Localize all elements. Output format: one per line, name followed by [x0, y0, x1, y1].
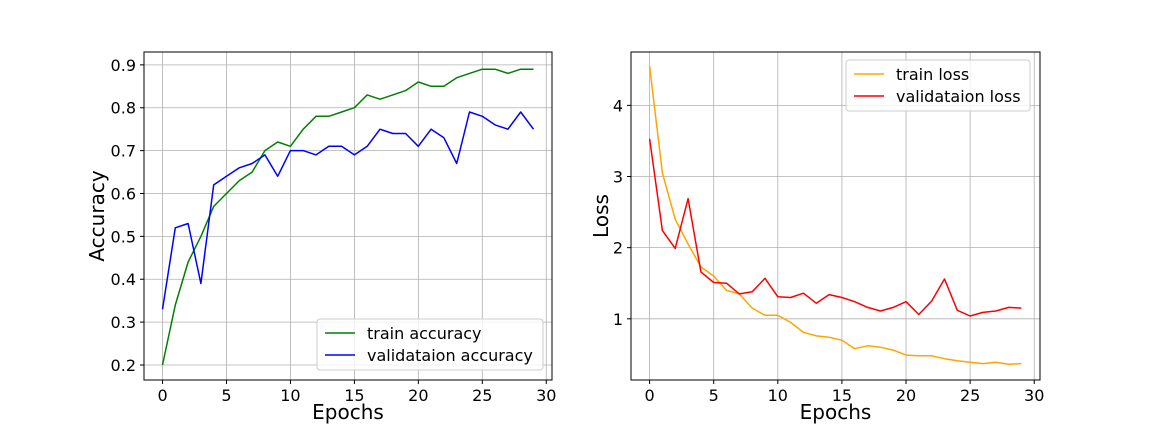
series-line-validataion-loss: [648, 138, 1022, 317]
y-tick-label: 0.5: [111, 227, 136, 246]
x-tick-label: 15: [832, 386, 852, 405]
legend-entry: validataion loss: [896, 87, 1021, 106]
y-tick-label: 3: [613, 168, 623, 187]
x-tick-label: 0: [644, 386, 654, 405]
series-line-validataion-accuracy: [161, 111, 535, 310]
x-tick-label: 30: [536, 386, 556, 405]
y-tick-label: 0.7: [111, 142, 136, 161]
x-tick-label: 10: [768, 386, 788, 405]
x-axis-label: Epochs: [800, 400, 872, 424]
x-tick-label: 20: [896, 386, 916, 405]
loss-chart: 0 5 10 15 20 25 30 1 2 3 4 Epochs Loss train loss vali…: [589, 51, 1044, 424]
y-tick-label: 0.3: [111, 313, 136, 332]
legend-entry: train accuracy: [367, 324, 482, 343]
accuracy-chart: 0 5 10 15 20 25 30 0.2 0.3 0.4 0.5 0.6 0.7 0.8 0.9 Epoc…: [85, 51, 556, 424]
x-tick-label: 15: [344, 386, 364, 405]
x-tick-label: 30: [1024, 386, 1044, 405]
x-axis-label: Epochs: [312, 400, 384, 424]
y-tick-label: 0.4: [111, 270, 136, 289]
y-tick-label: 0.8: [111, 99, 136, 118]
x-tick-label: 25: [960, 386, 980, 405]
legend-entry: validataion accuracy: [367, 346, 533, 365]
x-tick-label: 5: [709, 386, 719, 405]
y-tick-label: 0.2: [111, 356, 136, 375]
legend-box: [316, 318, 544, 371]
x-tick-label: 10: [280, 386, 300, 405]
x-tick-label: 20: [408, 386, 428, 405]
y-axis-label: Loss: [589, 194, 613, 238]
legend: train loss validataion loss: [845, 59, 1031, 112]
y-tick-label: 2: [613, 239, 623, 258]
y-tick-label: 0.9: [111, 56, 136, 75]
legend-box: [845, 59, 1031, 112]
x-tick-label: 0: [157, 386, 167, 405]
legend-entry: train loss: [896, 65, 969, 84]
series-line-train-accuracy: [161, 68, 534, 366]
legend: train accuracy validataion accuracy: [316, 318, 544, 371]
plot-frame: [630, 51, 1041, 381]
x-tick-label: 25: [472, 386, 492, 405]
y-tick-label: 1: [613, 310, 623, 329]
x-tick-label: 5: [221, 386, 231, 405]
series-line-train-loss: [648, 66, 1022, 366]
y-tick-label: 0.6: [111, 184, 136, 203]
y-axis-label: Accuracy: [85, 170, 109, 261]
plot-frame: [143, 51, 553, 381]
y-tick-label: 4: [613, 96, 623, 115]
